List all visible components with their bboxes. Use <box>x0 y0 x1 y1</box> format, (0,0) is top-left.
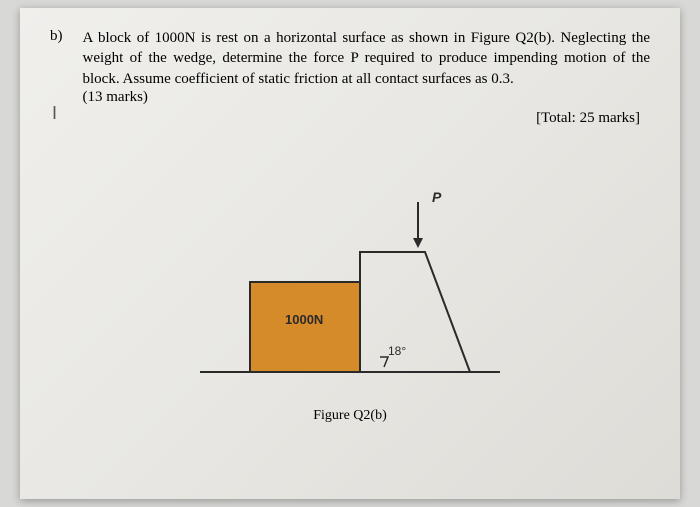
figure-container: 1000N 18° P Figure Q2(b) <box>50 152 650 424</box>
figure-caption: Figure Q2(b) <box>313 408 387 424</box>
angle-notch <box>380 357 388 367</box>
question-label: b) <box>50 28 63 45</box>
force-arrow-head <box>413 238 423 248</box>
handwritten-annotation: I <box>52 103 57 124</box>
block-label: 1000N <box>285 312 323 327</box>
angle-label: 18° <box>388 344 406 358</box>
total-marks: [Total: 25 marks] <box>50 110 650 127</box>
question-body: A block of 1000N is rest on a horizontal… <box>83 28 651 106</box>
figure-svg: 1000N 18° P <box>170 152 530 402</box>
question-text: A block of 1000N is rest on a horizontal… <box>83 28 651 89</box>
block-rect <box>250 282 360 372</box>
question-marks: (13 marks) <box>83 89 651 106</box>
page-surface: b) A block of 1000N is rest on a horizon… <box>20 8 680 499</box>
force-label: P <box>432 189 442 205</box>
question-row: b) A block of 1000N is rest on a horizon… <box>50 28 650 106</box>
wedge-outline <box>360 252 470 372</box>
